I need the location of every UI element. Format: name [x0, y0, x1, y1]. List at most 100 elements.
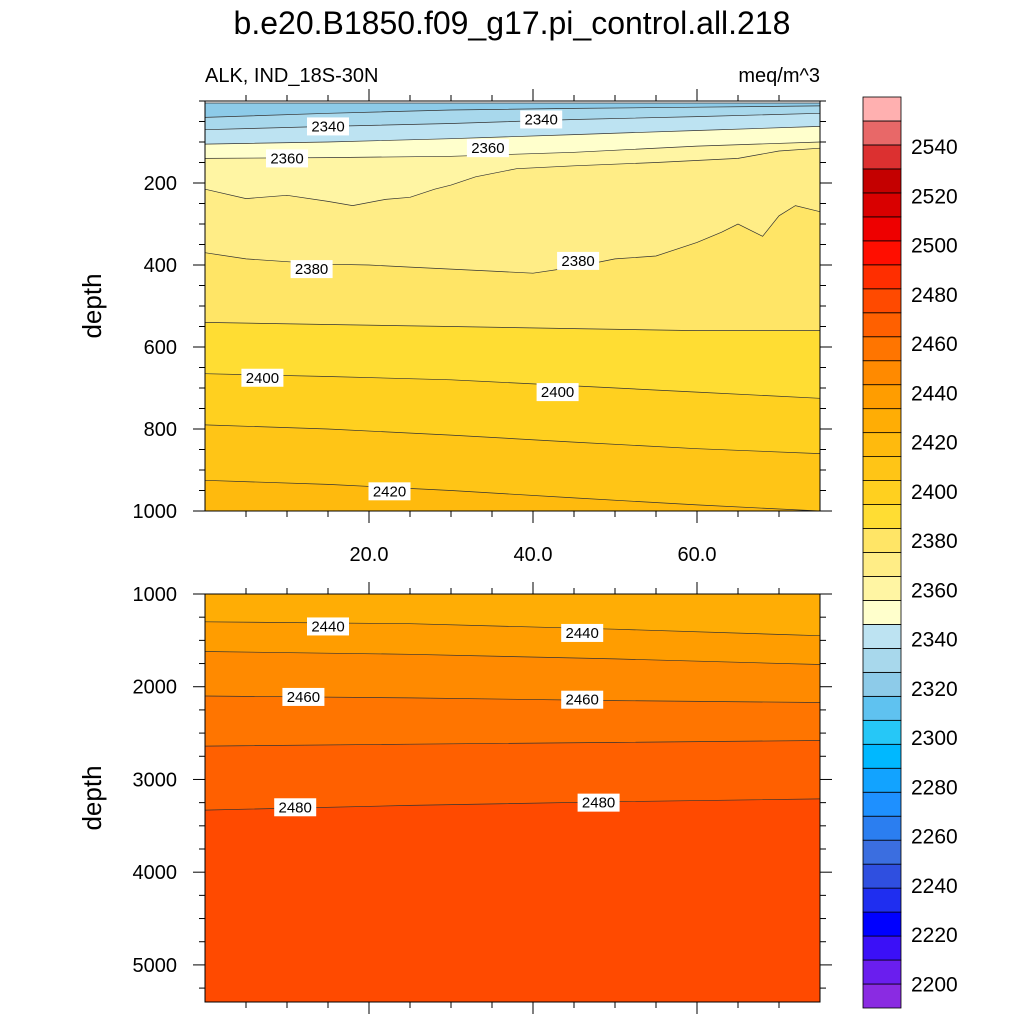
y-tick-label: 800 — [144, 419, 177, 441]
colorbar-label: 2260 — [911, 826, 958, 849]
colorbar: 2200 2220 2240 2260 2280 2300 2320 2340 2360 2380… — [862, 96, 958, 1009]
contour-line-2370 — [205, 147, 820, 206]
y-tick-label: 400 — [144, 255, 177, 277]
colorbar-label: 2420 — [911, 432, 958, 455]
contour-label-text: 2400 — [541, 384, 574, 401]
y-tick-label: 2000 — [133, 677, 178, 699]
colorbar-swatch — [862, 120, 902, 146]
colorbar-swatch — [862, 935, 902, 961]
colorbar-swatch — [862, 767, 902, 793]
colorbar-swatch — [862, 959, 902, 985]
y-tick-label: 200 — [144, 173, 177, 195]
contour-label-text: 2340 — [525, 111, 558, 128]
contour-label: 2380 — [290, 260, 333, 279]
contour-fill-group: 2440 2440 2460 2460 2480 2480 — [205, 594, 820, 1002]
colorbar-swatch — [862, 863, 902, 889]
x-tick-label: 20.0 — [350, 544, 389, 566]
contour-label: 2380 — [557, 251, 600, 270]
y-tick-label: 600 — [144, 337, 177, 359]
contour-label-text: 2360 — [471, 140, 504, 157]
colorbar-label: 2340 — [911, 629, 958, 652]
contour-label-text: 2340 — [311, 118, 344, 135]
contour-line-2470 — [205, 740, 820, 747]
x-tick-label: 60.0 — [678, 544, 717, 566]
colorbar-swatch — [862, 528, 902, 553]
panels-layer: 2340 2340 2360 2360 2380 2380 2400 2400 2420 200 4… — [77, 89, 832, 1014]
colorbar-swatch — [862, 336, 902, 362]
colorbar-swatch — [862, 671, 902, 697]
colorbar-label: 2400 — [911, 481, 958, 504]
y-tick-label: 3000 — [133, 769, 178, 791]
colorbar-swatch — [862, 96, 902, 122]
x-tick-label: 40.0 — [514, 544, 553, 566]
y-tick-label: 4000 — [133, 862, 178, 884]
y-tick-label: 5000 — [133, 955, 178, 977]
colorbar-swatch — [862, 600, 902, 625]
colorbar-swatch — [862, 911, 902, 937]
chart-title: b.e20.B1850.f09_g17.pi_control.all.218 — [234, 5, 791, 41]
contour-label: 2440 — [307, 617, 349, 636]
colorbar-label: 2360 — [911, 579, 958, 602]
colorbar-label: 2380 — [911, 530, 958, 553]
colorbar-swatch — [862, 360, 902, 386]
contour-label-text: 2460 — [566, 692, 599, 709]
colorbar-swatch — [862, 240, 902, 266]
contour-line-2420 — [205, 479, 820, 511]
colorbar-label: 2200 — [911, 973, 958, 996]
colorbar-swatch — [862, 576, 902, 601]
colorbar-swatch — [862, 144, 902, 170]
contour-label: 2460 — [282, 687, 325, 706]
colorbar-swatch — [862, 624, 902, 649]
colorbar-swatch — [862, 384, 902, 410]
contour-label: 2340 — [520, 110, 563, 129]
contour-label-text: 2380 — [295, 261, 328, 278]
y-tick-label: 1000 — [133, 501, 178, 523]
left-subtitle: ALK, IND_18S-30N — [205, 65, 378, 87]
colorbar-label: 2240 — [911, 875, 958, 898]
contour-label: 2420 — [368, 482, 411, 501]
contour-label: 2400 — [536, 383, 579, 402]
contour-label-text: 2420 — [373, 483, 406, 500]
colorbar-swatch — [862, 432, 902, 458]
colorbar-swatch — [862, 743, 902, 769]
contour-label-text: 2400 — [246, 370, 279, 387]
colorbar-swatch — [862, 408, 902, 434]
contour-label: 2340 — [307, 117, 349, 136]
colorbar-label: 2220 — [911, 924, 958, 947]
contour-line-2450 — [205, 651, 820, 665]
colorbar-swatch — [862, 168, 902, 194]
colorbar-swatch — [862, 264, 902, 290]
panel-lower: 2440 2440 2460 2460 2480 2480 1000 2000 3000 4000… — [77, 582, 832, 1014]
contour-label-text: 2480 — [582, 795, 615, 812]
panel-upper: 2340 2340 2360 2360 2380 2380 2400 2400 2420 200 4… — [77, 89, 832, 566]
colorbar-label: 2320 — [911, 678, 958, 701]
contour-line-2390 — [205, 322, 820, 331]
colorbar-swatch — [862, 983, 902, 1009]
contour-label-text: 2440 — [311, 618, 344, 635]
contour-label: 2480 — [577, 793, 620, 812]
colorbar-label: 2440 — [911, 382, 958, 405]
contour-line-2410 — [205, 424, 820, 454]
colorbar-swatch — [862, 815, 902, 841]
y-tick-label: 1000 — [133, 584, 178, 606]
colorbar-swatch — [862, 887, 902, 913]
colorbar-swatch — [862, 791, 902, 817]
contour-line-2350 — [205, 126, 820, 145]
colorbar-swatch — [862, 192, 902, 218]
contour-label-text: 2480 — [279, 799, 312, 816]
contour-label: 2460 — [561, 690, 604, 709]
colorbar-swatch — [862, 480, 902, 505]
colorbar-swatch — [862, 312, 902, 338]
colorbar-label: 2300 — [911, 727, 958, 750]
contour-label: 2440 — [561, 623, 604, 642]
contour-label: 2360 — [466, 139, 509, 158]
contour-label: 2400 — [241, 368, 284, 387]
contour-fill-group: 2340 2340 2360 2360 2380 2380 2400 2400 2420 — [205, 102, 820, 511]
colorbar-swatch — [862, 839, 902, 865]
colorbar-label: 2280 — [911, 776, 958, 799]
right-subtitle: meq/m^3 — [738, 65, 820, 87]
colorbar-swatch — [862, 216, 902, 242]
contour-label-text: 2360 — [270, 150, 303, 167]
colorbar-swatch — [862, 288, 902, 314]
